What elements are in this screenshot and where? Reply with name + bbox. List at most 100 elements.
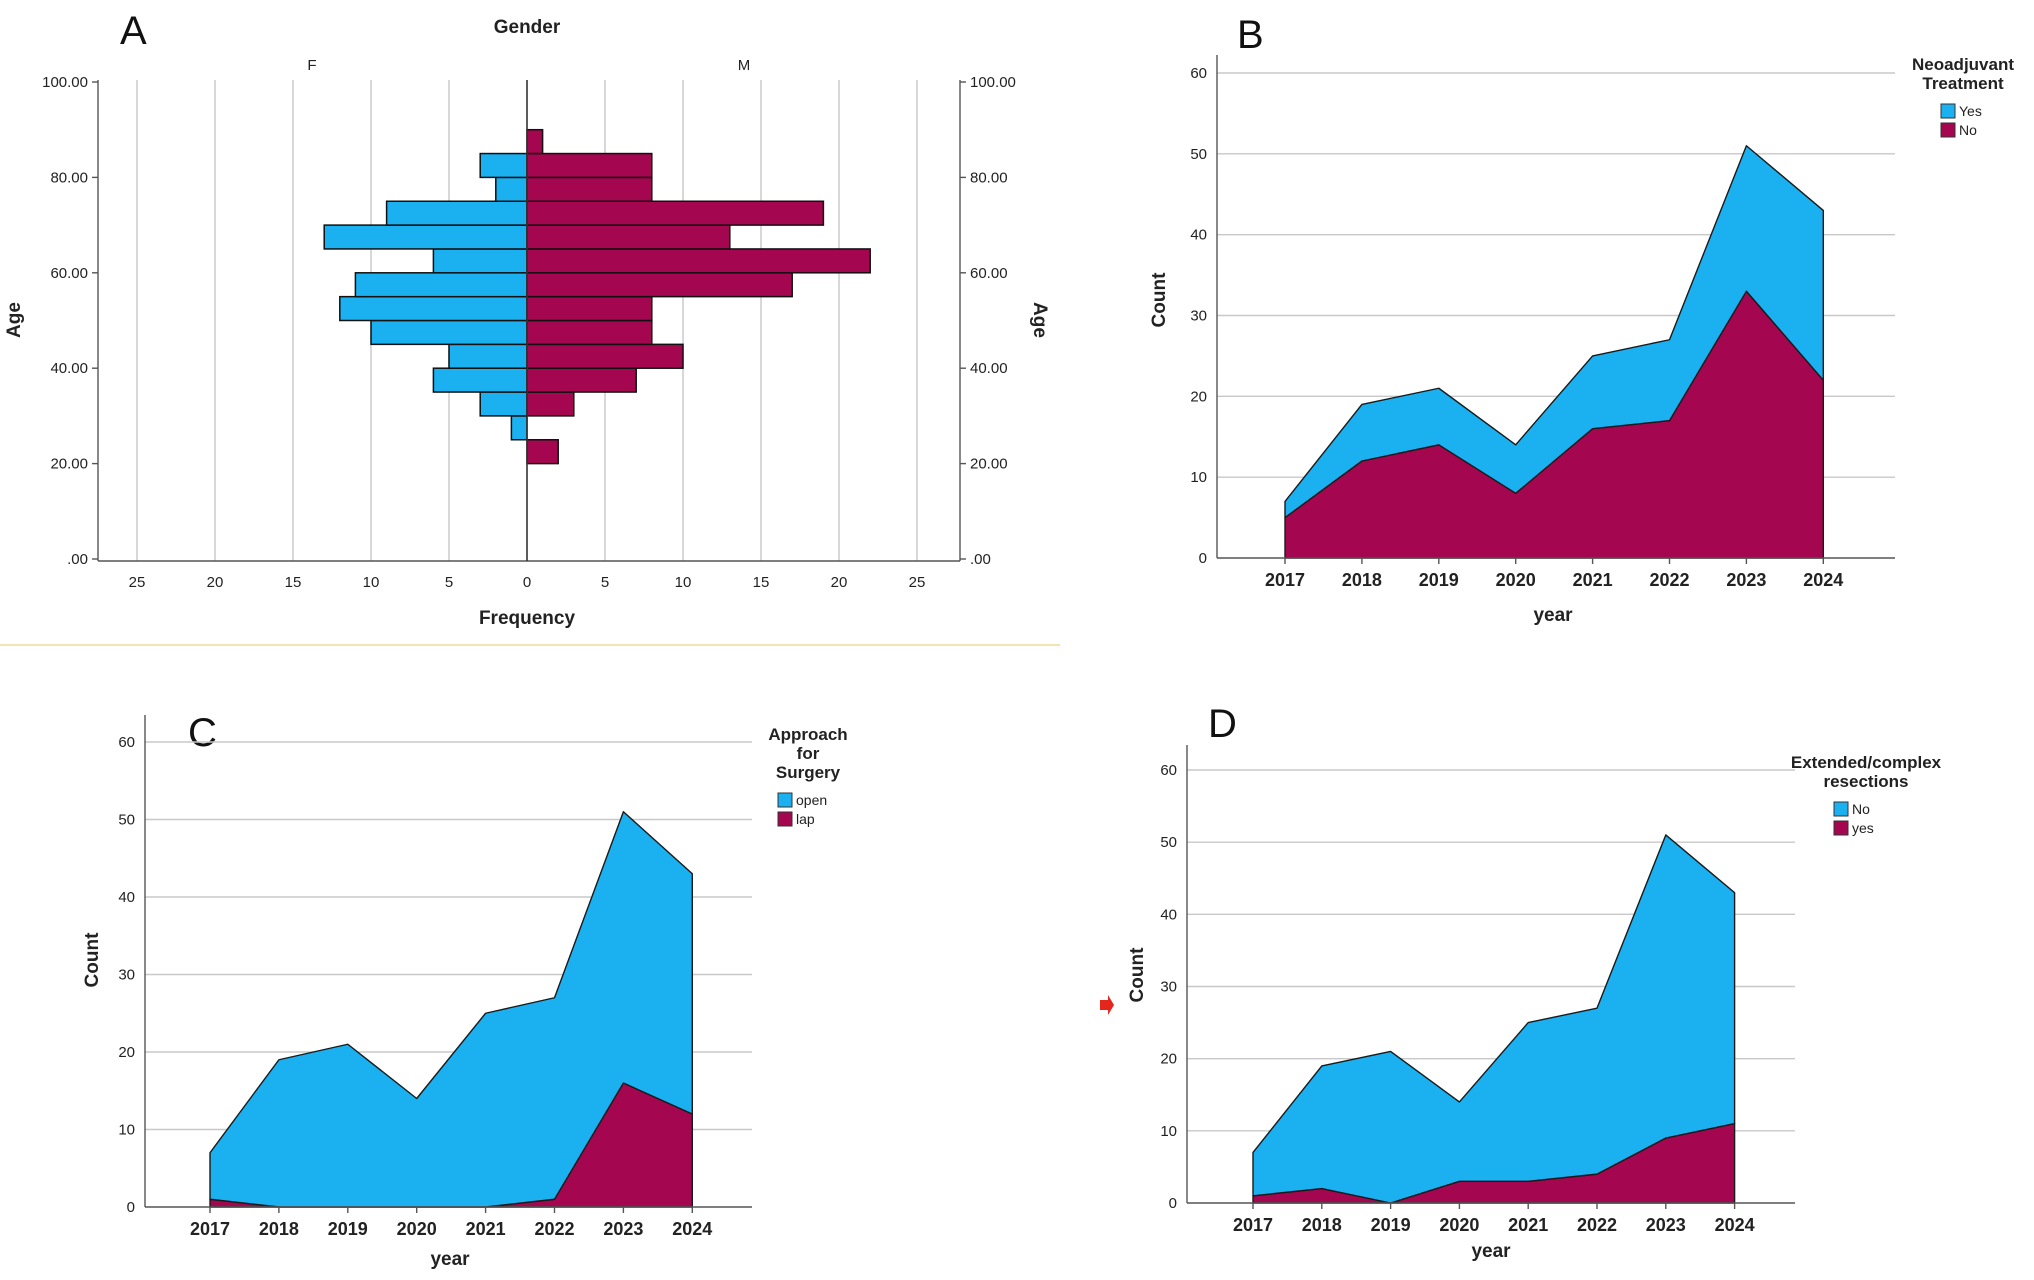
x-tick-label: 2018: [259, 1219, 299, 1239]
y-tick-label: 0: [127, 1199, 135, 1216]
x-tick-label: 10: [675, 574, 692, 591]
y-tick-label: 60: [118, 734, 135, 751]
x-tick-label: 2019: [328, 1219, 368, 1239]
y-axis-title-right: Age: [1029, 302, 1050, 338]
area-yes: [1284, 145, 1824, 519]
legend-label-yes: Yes: [1959, 103, 1982, 119]
x-tick-label: 2018: [1342, 570, 1382, 590]
x-tick-label: 2022: [1649, 570, 1689, 590]
bar-female: [510, 415, 528, 441]
bar-female: [323, 224, 528, 250]
x-tick-label: 2020: [1439, 1215, 1479, 1235]
panel-label-a: A: [120, 9, 147, 53]
x-tick-label: 2024: [1803, 570, 1843, 590]
y-tick-label-left: 60.00: [50, 265, 88, 282]
legend-label-lap: lap: [796, 811, 815, 827]
legend-label-yes: yes: [1852, 820, 1874, 836]
y-tick-label: 30: [118, 967, 135, 984]
bar-female: [448, 343, 528, 369]
y-tick-label: 60: [1160, 762, 1177, 779]
y-tick-label: 60: [1190, 65, 1207, 82]
y-tick-label: 40: [1190, 227, 1207, 244]
x-axis-title: Frequency: [479, 608, 576, 629]
y-tick-label-left: .00: [67, 551, 88, 568]
y-tick-label: 40: [1160, 906, 1177, 923]
legend-swatch-lap: [777, 811, 793, 827]
x-tick-label: 2018: [1302, 1215, 1342, 1235]
legend-swatch-no: [1833, 801, 1849, 817]
bar-male: [526, 200, 825, 226]
bar-female: [354, 272, 528, 298]
y-tick-label: 50: [1190, 146, 1207, 163]
red-arrow-marker: [1100, 995, 1114, 1015]
y-tick-label-right: 80.00: [970, 169, 1008, 186]
y-tick-label: 50: [1160, 834, 1177, 851]
x-tick-label: 2020: [397, 1219, 437, 1239]
bar-male: [526, 295, 653, 322]
x-tick-label: 2019: [1371, 1215, 1411, 1235]
bar-male: [526, 152, 653, 179]
y-tick-label-right: 60.00: [970, 265, 1008, 282]
x-tick-label: 2024: [672, 1219, 712, 1239]
y-tick-label: 10: [1190, 469, 1207, 486]
y-tick-label: 20: [1160, 1051, 1177, 1068]
y-tick-label-right: 40.00: [970, 360, 1008, 377]
legend-title: Extended/complex: [1791, 753, 1942, 772]
x-tick-label: 20: [831, 574, 848, 591]
x-tick-label: 2022: [534, 1219, 574, 1239]
bar-male: [526, 248, 871, 274]
legend-label-open: open: [796, 792, 827, 808]
panel-c: C 0 10 20 30 40 50 60 2017 2018 2019 2020 2021 2022 20…: [82, 711, 848, 1270]
legend-title: Neoadjuvant: [1912, 55, 2014, 74]
y-tick-label: 0: [1169, 1195, 1177, 1212]
x-tick-label: 2019: [1419, 570, 1459, 590]
legend-swatch-no: [1940, 122, 1956, 138]
legend-swatch-open: [777, 792, 793, 808]
x-tick-label: 25: [909, 574, 926, 591]
x-tick-label: 2017: [1233, 1215, 1273, 1235]
y-tick-label: 20: [118, 1044, 135, 1061]
x-axis-title: year: [1471, 1241, 1511, 1262]
x-tick-label: 0: [523, 574, 531, 591]
legend-label-no: No: [1959, 122, 1977, 138]
y-tick-label-left: 20.00: [50, 456, 88, 473]
bar-male: [526, 367, 637, 393]
legend-label-no: No: [1852, 801, 1870, 817]
x-tick-label: 2023: [1726, 570, 1766, 590]
y-tick-label-right: .00: [970, 551, 991, 568]
y-tick-label: 10: [1160, 1123, 1177, 1140]
y-tick-label: 30: [1160, 979, 1177, 996]
x-tick-label: 2021: [1573, 570, 1613, 590]
bar-male: [526, 272, 793, 298]
bar-male: [526, 319, 653, 346]
legend-swatch-yes: [1940, 103, 1956, 119]
y-tick-label-left: 100.00: [42, 74, 88, 91]
y-axis-title: Count: [82, 932, 103, 988]
legend-title: Approach: [768, 725, 847, 744]
y-axis-title: Count: [1149, 272, 1170, 328]
x-tick-label: 20: [207, 574, 224, 591]
legend-title: for: [797, 744, 820, 763]
x-tick-label: 2023: [603, 1219, 643, 1239]
y-tick-label-left: 40.00: [50, 360, 88, 377]
legend-swatch-yes: [1833, 820, 1849, 836]
x-tick-label: 5: [601, 574, 609, 591]
panel-a: A Gender F M .00 .00 20.00 20.00 40.00 40.00 60.00…: [4, 9, 1050, 629]
bar-male: [526, 176, 653, 202]
x-axis-title: year: [1533, 605, 1573, 626]
legend-title: resections: [1823, 772, 1908, 791]
x-tick-label: 2021: [1508, 1215, 1548, 1235]
bar-male: [526, 439, 559, 465]
y-tick-label: 50: [118, 812, 135, 829]
x-axis-title: year: [430, 1249, 470, 1270]
y-tick-label-right: 20.00: [970, 456, 1008, 473]
y-tick-label: 40: [118, 889, 135, 906]
bar-female: [495, 176, 528, 202]
y-tick-label: 20: [1190, 388, 1207, 405]
x-tick-label: 2017: [1265, 570, 1305, 590]
x-tick-label: 2017: [190, 1219, 230, 1239]
bar-male: [526, 391, 575, 417]
bar-female: [432, 367, 528, 393]
bar-female: [370, 319, 528, 346]
